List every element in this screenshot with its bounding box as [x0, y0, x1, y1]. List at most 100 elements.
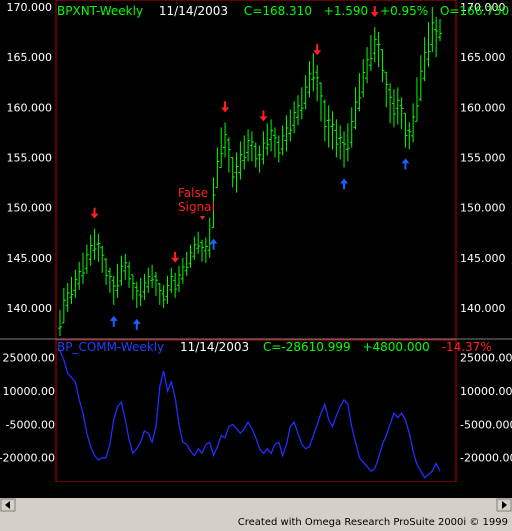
sell-arrow-icon — [259, 110, 268, 122]
price-bar — [307, 61, 312, 98]
price-bar — [134, 281, 139, 308]
horizontal-scrollbar[interactable] — [0, 498, 512, 512]
price-bar — [138, 277, 143, 306]
price-bar — [269, 119, 274, 152]
price-bar — [192, 236, 197, 260]
price-tick-left: 140.000 — [7, 302, 53, 315]
price-bar — [58, 309, 62, 336]
buy-arrow-icon — [401, 158, 410, 170]
sell-arrow-icon — [221, 101, 230, 113]
price-bar — [119, 255, 124, 286]
price-bar — [61, 287, 66, 324]
price-bar — [242, 135, 247, 170]
price-bar — [88, 234, 93, 266]
indicator-date: 11/14/2003 — [180, 340, 249, 354]
price-bar — [261, 131, 266, 165]
price-bar — [246, 129, 251, 162]
price-bar — [422, 37, 427, 82]
buy-arrow-icon — [209, 238, 218, 250]
price-bar — [107, 267, 112, 293]
price-bar — [215, 147, 220, 189]
price-bar — [150, 264, 155, 288]
annotation-false: False — [178, 186, 208, 200]
sell-arrow-icon — [171, 251, 180, 263]
price-bar — [219, 127, 224, 168]
price-bar — [388, 83, 393, 124]
price-bar — [414, 77, 419, 122]
footer-credit: Created with Omega Research ProSuite 200… — [238, 517, 508, 528]
price-pct: +0.95% — [380, 4, 428, 18]
price-tick-left: 155.000 — [7, 151, 53, 164]
price-bar — [127, 261, 132, 288]
buy-arrow-icon — [132, 318, 141, 330]
price-bar — [238, 141, 243, 180]
price-header: BPXNT-Weekly 11/14/2003 C=168.310 +1.590… — [57, 4, 509, 18]
price-bar — [330, 111, 335, 150]
price-bar — [130, 274, 135, 300]
indicator-symbol: BP_COMM-Weekly — [57, 340, 164, 354]
indicator-header: BP_COMM-Weekly 11/14/2003 C=-28610.999 +… — [57, 340, 492, 354]
price-bar — [299, 87, 304, 120]
price-bar — [196, 231, 201, 254]
price-bar — [272, 127, 277, 158]
price-bar — [391, 89, 396, 128]
price-bar — [234, 152, 239, 193]
price-bar — [372, 27, 377, 63]
price-bar — [322, 99, 327, 142]
indicator-tick-left: 25000.00 — [3, 352, 56, 365]
indicator-tick-left: 10000.00 — [3, 385, 56, 398]
price-bar — [434, 17, 439, 58]
price-bar — [184, 251, 189, 276]
price-tick-left: 165.000 — [7, 51, 53, 64]
price-bar — [292, 101, 297, 134]
price-tick-right: 160.000 — [460, 101, 506, 114]
price-tick-right: 170.000 — [460, 1, 506, 14]
price-bar — [376, 32, 381, 68]
indicator-tick-left: -20000.00 — [0, 452, 55, 465]
buy-arrow-icon — [340, 178, 349, 190]
indicator-pct: -14.37% — [442, 340, 492, 354]
price-tick-left: 160.000 — [7, 101, 53, 114]
price-bar — [295, 95, 300, 126]
price-bar — [357, 73, 362, 112]
price-bar — [203, 237, 208, 263]
price-bar — [403, 112, 408, 148]
price-bar — [226, 137, 231, 173]
price-bar — [73, 269, 78, 298]
buy-arrow-icon — [109, 315, 118, 327]
price-bar — [288, 109, 293, 142]
sell-arrow-icon — [370, 6, 379, 18]
price-bar — [265, 123, 270, 156]
price-date: 11/14/2003 — [159, 4, 228, 18]
price-bar — [81, 252, 86, 284]
price-tick-right: 150.000 — [460, 202, 506, 215]
price-bar — [315, 65, 320, 102]
price-bar — [142, 273, 147, 300]
price-bar — [253, 142, 258, 168]
price-bar — [104, 257, 109, 285]
price-bar — [92, 228, 97, 260]
price-bar — [200, 239, 205, 262]
sell-arrow-icon — [313, 44, 322, 56]
price-bar — [319, 82, 324, 122]
indicator-tick-right: -20000.000 — [460, 452, 512, 465]
price-bar — [342, 131, 347, 168]
price-tick-left: 145.000 — [7, 252, 53, 265]
annotation-pointer — [200, 216, 205, 220]
price-open: O=166.730 — [440, 4, 509, 18]
price-bar — [418, 55, 423, 102]
price-bar — [161, 284, 166, 308]
price-bar — [173, 272, 178, 298]
price-bar — [96, 233, 101, 262]
indicator-change: +4800.000 — [362, 340, 429, 354]
indicator-tick-right: 10000.000 — [460, 385, 512, 398]
price-bar — [100, 245, 105, 273]
indicator-close: C=-28610.999 — [263, 340, 351, 354]
scroll-left-arrow-icon — [5, 501, 10, 509]
price-bar — [176, 265, 181, 292]
price-bar — [384, 71, 389, 108]
price-bar — [380, 49, 385, 83]
price-bar — [123, 253, 128, 280]
price-bar — [146, 267, 151, 293]
